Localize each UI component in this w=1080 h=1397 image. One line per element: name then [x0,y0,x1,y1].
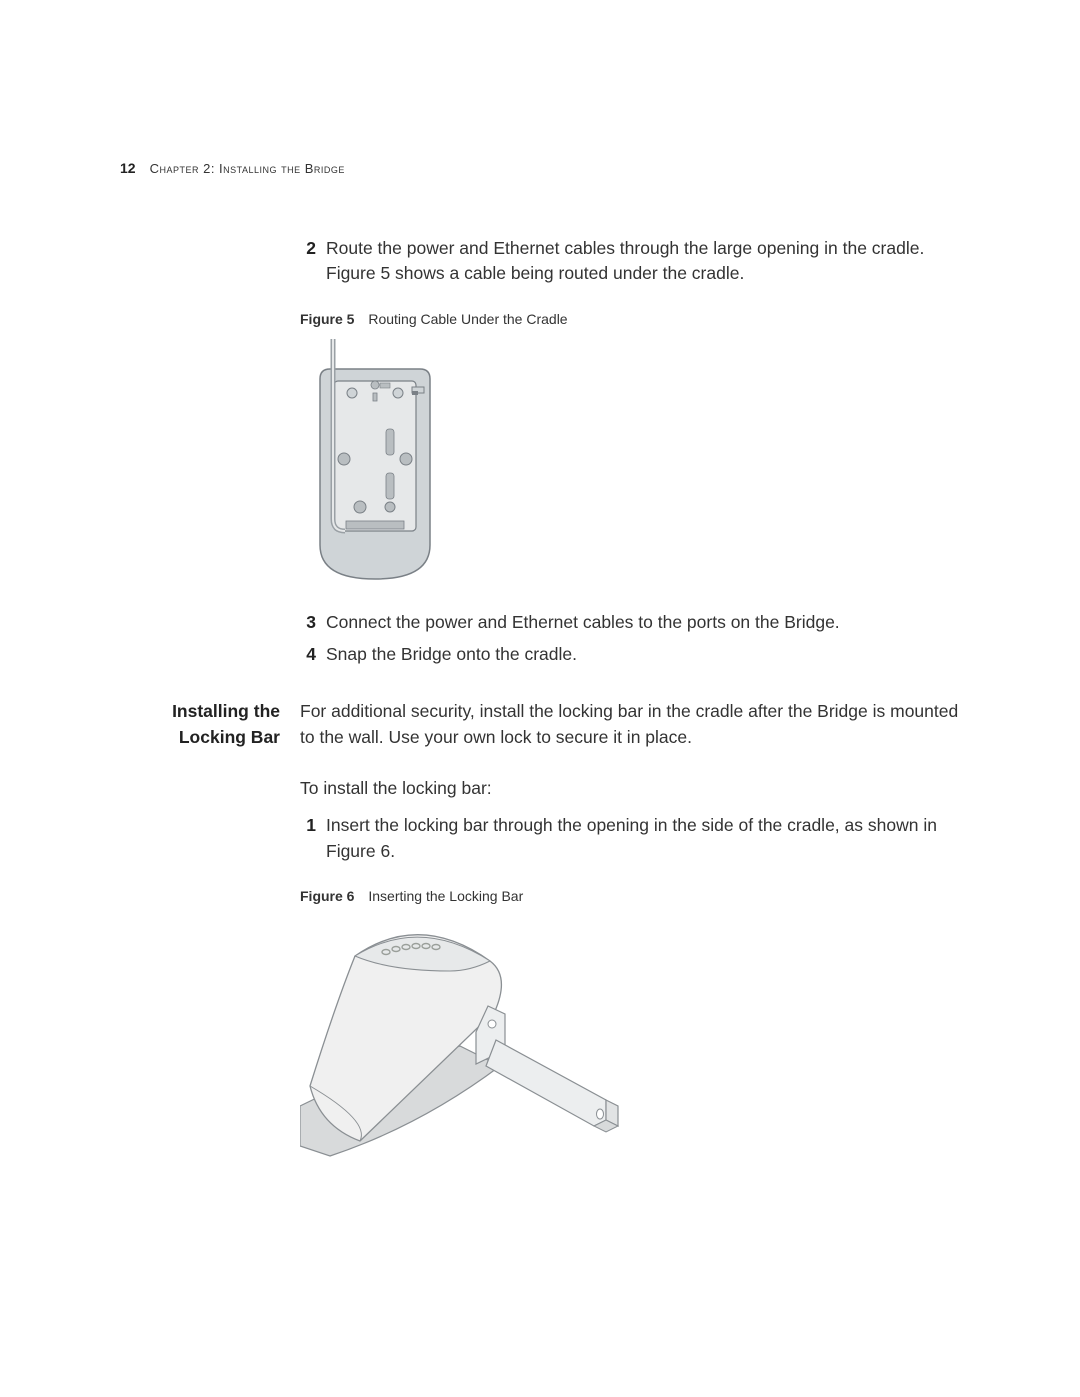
step-row: 4 Snap the Bridge onto the cradle. [300,642,960,667]
section-intro: For additional security, install the loc… [300,699,960,750]
chapter-title: Chapter 2: Installing the Bridge [150,161,345,176]
step-number: 4 [300,642,316,667]
step-number: 1 [300,813,316,864]
step-text: Snap the Bridge onto the cradle. [326,642,960,667]
step-text: Insert the locking bar through the openi… [326,813,960,864]
step-number: 2 [300,236,316,287]
figure-5-image [300,339,960,592]
content-grid: 2 Route the power and Ethernet cables th… [120,236,960,1202]
figure-5-caption: Figure 5 Routing Cable Under the Cradle [300,309,960,329]
section-lead: To install the locking bar: [300,776,960,801]
figure-6-caption: Figure 6 Inserting the Locking Bar [300,886,960,906]
figure-label: Figure 6 [300,888,354,904]
page: 12 Chapter 2: Installing the Bridge 2 Ro… [0,0,1080,1202]
figure-6-image [300,916,960,1183]
side-label-line: Installing the [172,701,280,721]
step-text: Route the power and Ethernet cables thro… [326,236,960,287]
step-row: 2 Route the power and Ethernet cables th… [300,236,960,287]
page-number: 12 [120,160,136,176]
figure-caption-text: Routing Cable Under the Cradle [368,311,567,327]
section-side-label: Installing the Locking Bar [120,699,280,1202]
figure-caption-text: Inserting the Locking Bar [368,888,523,904]
side-label-line: Locking Bar [179,727,280,747]
step-number: 3 [300,610,316,635]
step-row: 3 Connect the power and Ethernet cables … [300,610,960,635]
running-header: 12 Chapter 2: Installing the Bridge [120,160,960,176]
figure-label: Figure 5 [300,311,354,327]
step-row: 1 Insert the locking bar through the ope… [300,813,960,864]
step-text: Connect the power and Ethernet cables to… [326,610,960,635]
